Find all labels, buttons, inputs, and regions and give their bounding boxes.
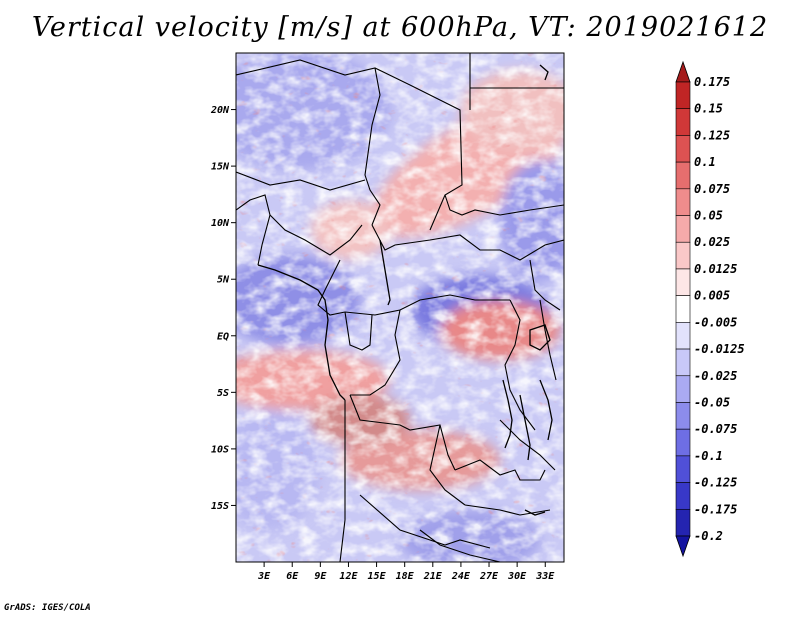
colorbar-swatch — [675, 268, 691, 296]
lat-tick-label: 20N — [210, 105, 230, 116]
lon-tick-label: 27E — [479, 571, 499, 582]
colorbar-swatch — [675, 215, 691, 243]
credit-text: GrADS: IGES/COLA — [4, 603, 91, 613]
lon-tick-label: 21E — [423, 571, 443, 582]
lat-tick-label: 15S — [211, 501, 229, 512]
lon-tick-label: 30E — [507, 571, 527, 582]
latitude-axis: 20N 15N 10N 5N EQ 5S 10S 15S — [210, 105, 236, 512]
lon-tick-label: 12E — [339, 571, 358, 582]
map-panel — [236, 53, 564, 562]
lon-tick-label: 18E — [396, 571, 415, 582]
colorbar-swatch — [675, 375, 691, 403]
lat-tick-label: 5N — [217, 275, 230, 286]
colorbar-swatch — [675, 188, 691, 216]
colorbar-swatch — [675, 482, 691, 510]
lat-tick-label: 5S — [217, 388, 229, 399]
colorbar-label: 0.15 — [694, 102, 723, 116]
colorbar-label: 0.025 — [694, 235, 730, 249]
colorbar-swatch — [675, 428, 691, 457]
colorbar-label: -0.05 — [694, 395, 730, 409]
colorbar-label: 0.0125 — [694, 262, 737, 276]
colorbar-swatch — [675, 241, 691, 270]
colorbar-swatch — [675, 508, 691, 537]
lat-tick-label: 15N — [211, 162, 230, 173]
colorbar-label: 0.125 — [694, 128, 730, 142]
colorbar-label: 0.005 — [694, 289, 730, 303]
colorbar-label: 0.05 — [694, 209, 723, 223]
colorbar-label: -0.1 — [694, 449, 723, 463]
colorbar-swatch — [675, 135, 691, 163]
colorbar-swatch — [675, 348, 691, 377]
colorbar-swatch — [675, 161, 691, 190]
lon-tick-label: 9E — [314, 571, 327, 582]
lon-tick-label: 6E — [286, 571, 299, 582]
colorbar-label: -0.125 — [694, 476, 737, 490]
colorbar-label: -0.075 — [694, 422, 737, 436]
colorbar-swatch — [675, 322, 691, 350]
colorbar-swatch — [675, 295, 691, 323]
lon-tick-label: 24E — [451, 571, 471, 582]
colorbar-label: -0.2 — [694, 529, 723, 543]
colorbar-label: -0.025 — [694, 369, 737, 383]
colorbar-bottom-arrow — [675, 535, 691, 558]
colorbar-label: -0.175 — [694, 502, 737, 516]
colorbar-swatch — [675, 108, 691, 136]
white-contour-texture — [236, 53, 564, 562]
lon-tick-label: 3E — [257, 571, 271, 582]
coastlines — [257, 64, 553, 516]
colorbar-swatch — [675, 455, 691, 483]
longitude-axis: 3E 6E 9E 12E 15E 18E 21E 24E 27E 30E 33E — [257, 562, 555, 582]
colorbar-label: -0.005 — [694, 315, 737, 329]
lon-tick-label: 33E — [535, 571, 555, 582]
lon-tick-label: 15E — [368, 571, 387, 582]
colorbar-label: 0.175 — [694, 75, 730, 89]
lat-tick-label: EQ — [217, 331, 229, 342]
colorbar-label: -0.0125 — [694, 342, 745, 356]
colorbar: 0.175 0.15 0.125 0.1 0.075 0.05 0.025 0.0125 0.0… — [675, 60, 745, 558]
colorbar-top-arrow — [675, 60, 691, 83]
lat-tick-label: 10N — [211, 218, 230, 229]
colorbar-swatch — [675, 81, 691, 110]
colorbar-label: 0.1 — [694, 155, 716, 169]
colorbar-swatch — [675, 402, 691, 430]
map-frame — [235, 52, 565, 563]
colorbar-label: 0.075 — [694, 182, 730, 196]
lat-tick-label: 10S — [211, 444, 229, 455]
chart-title: Vertical velocity [m/s] at 600hPa, VT: 2… — [31, 12, 769, 43]
